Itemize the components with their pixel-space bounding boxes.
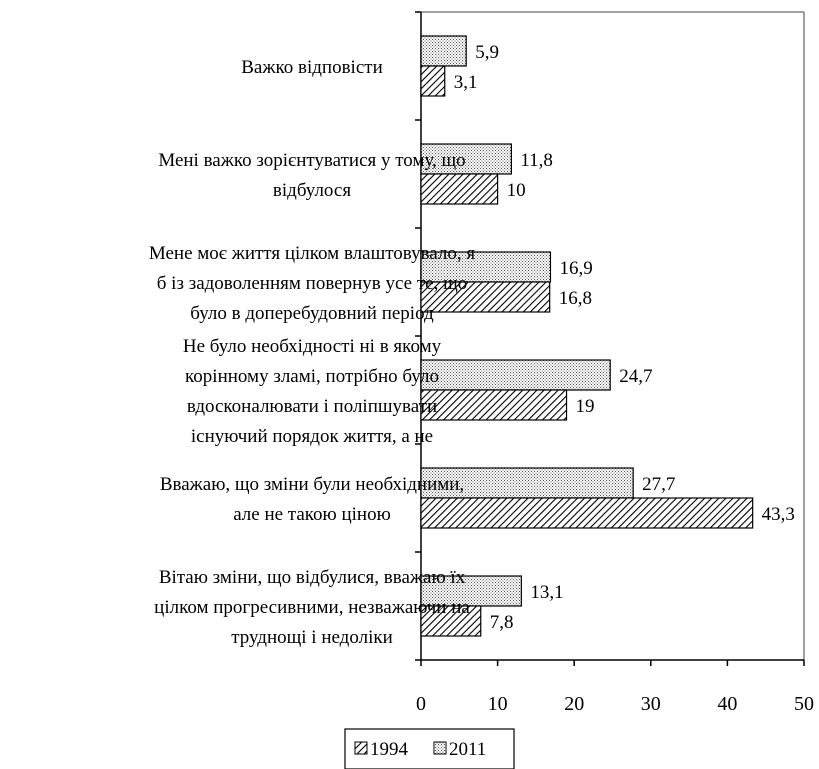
bar-1994 [420, 173, 499, 205]
bar-1994 [420, 605, 482, 637]
plot-area: 0 10 20 30 40 50 5,9 3,1 Важко відповісти 11,8 10 М… [149, 11, 814, 715]
data-label: 27,7 [642, 474, 675, 495]
data-label: 7,8 [490, 612, 514, 633]
data-label: 16,8 [559, 288, 592, 309]
bar-2011 [420, 575, 522, 607]
category-label: Мені важко зорієнтуватися у тому, що відб… [158, 150, 465, 201]
data-label: 24,7 [619, 366, 652, 387]
bar-1994 [420, 281, 551, 313]
category-label: Вітаю зміни, що відбулися, вважаю їх цілк… [154, 567, 470, 648]
data-label: 5,9 [475, 42, 499, 63]
x-tick-label: 50 [794, 693, 814, 715]
legend-label-2011: 2011 [449, 739, 486, 760]
data-label: 10 [507, 180, 526, 201]
x-tick-label: 30 [641, 693, 661, 715]
x-tick-label: 0 [416, 693, 426, 715]
legend: 1994 2011 [344, 728, 515, 769]
bar-1994 [420, 389, 568, 421]
category-label: Не було необхідності ні в якому корінному… [183, 336, 442, 447]
data-label: 13,1 [530, 582, 563, 603]
data-label: 11,8 [520, 150, 553, 171]
data-label: 3,1 [454, 72, 478, 93]
data-label: 19 [576, 396, 595, 417]
legend-swatch-2011 [433, 741, 447, 755]
bar-2011 [420, 467, 634, 499]
data-label: 16,9 [559, 258, 592, 279]
bar-2011 [420, 359, 611, 391]
legend-box [344, 728, 515, 769]
legend-label-1994: 1994 [370, 739, 409, 760]
bar-2011 [420, 251, 552, 283]
bar-1994 [420, 497, 754, 529]
x-tick-label: 20 [564, 693, 584, 715]
x-tick-label: 10 [488, 693, 508, 715]
data-label: 43,3 [762, 504, 795, 525]
category-label: Вважаю, що зміни були необхідними, але не… [160, 474, 464, 525]
x-tick-label: 40 [717, 693, 737, 715]
legend-swatch-1994 [354, 741, 368, 755]
bar-2011 [420, 35, 467, 67]
category-label: Важко відповісти [241, 57, 383, 78]
bar-1994 [420, 65, 446, 97]
bar-2011 [420, 143, 512, 175]
